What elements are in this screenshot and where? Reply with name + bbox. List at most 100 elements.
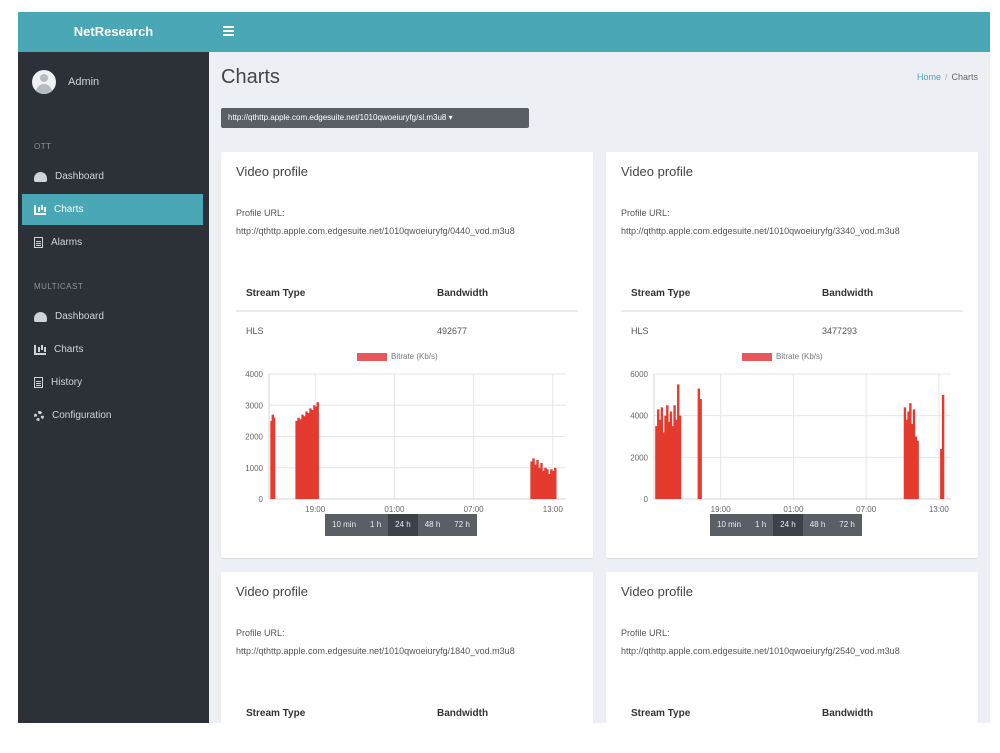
avatar (32, 70, 56, 94)
range-button-10min[interactable]: 10 min (710, 514, 749, 536)
table-row: HLS 492677 (236, 311, 578, 350)
sidebar-item-multicast-configuration[interactable]: Configuration (18, 400, 209, 431)
card-title: Video profile (621, 584, 694, 599)
sidebar-item-multicast-dashboard[interactable]: Dashboard (18, 301, 209, 332)
bitrate-bar (536, 459, 539, 499)
col-header-bandwidth: Bandwidth (812, 276, 963, 312)
sidebar-item-label: Alarms (51, 237, 83, 248)
col-header-bandwidth: Bandwidth (427, 696, 578, 723)
bitrate-bar (542, 470, 545, 499)
bitrate-bar (532, 458, 535, 499)
bitrate-bar (940, 449, 943, 499)
breadcrumb-separator: / (944, 72, 948, 82)
bitrate-bar (299, 419, 302, 499)
bitrate-bar (907, 411, 910, 499)
y-tick-label: 1000 (245, 464, 263, 473)
y-tick-label: 4000 (630, 412, 648, 421)
bar-chart-icon (34, 204, 46, 215)
sidebar-section-multicast: MULTICAST (34, 282, 84, 291)
bitrate-bar (316, 402, 319, 499)
range-button-24h[interactable]: 24 h (388, 514, 418, 536)
bitrate-bar (270, 420, 273, 499)
dashboard-icon (34, 171, 47, 182)
profile-url-value: http://qthttp.apple.com.edgesuite.net/10… (621, 646, 900, 656)
y-tick-label: 0 (259, 495, 264, 504)
time-range-selector: 10 min 1 h 24 h 48 h 72 h (710, 514, 862, 536)
range-button-10min[interactable]: 10 min (325, 514, 364, 536)
col-header-bandwidth: Bandwidth (427, 276, 578, 312)
bitrate-bar (671, 426, 674, 499)
breadcrumb-current: Charts (951, 72, 978, 82)
bitrate-bar (660, 407, 664, 499)
main-content: Charts Home / Charts http://qthttp.apple.c… (209, 52, 990, 723)
video-profile-card-3: Video profile Profile URL: http://qthttp… (221, 572, 593, 723)
brand-logo[interactable]: NetResearch (18, 12, 209, 52)
range-button-48h[interactable]: 48 h (417, 514, 448, 536)
bitrate-bar (666, 405, 669, 499)
bitrate-bar (307, 413, 310, 499)
profile-url-label: Profile URL: (621, 628, 670, 638)
cell-bandwidth: 492677 (437, 326, 468, 336)
time-range-selector: 10 min 1 h 24 h 48 h 72 h (325, 514, 477, 536)
profile-url-value: http://qthttp.apple.com.edgesuite.net/10… (621, 226, 900, 236)
bitrate-chart-1: 0 1000 2000 3000 4000 19:00 01:00 07:00 13:00 (245, 370, 566, 512)
bitrate-bar (311, 409, 314, 499)
bitrate-bar (916, 440, 919, 499)
profile-url-value: http://qthttp.apple.com.edgesuite.net/10… (236, 226, 515, 236)
sidebar-item-label: Dashboard (55, 171, 104, 182)
range-button-1h[interactable]: 1 h (363, 514, 389, 536)
bitrate-bar (313, 405, 316, 499)
card-title: Video profile (236, 584, 309, 599)
video-profile-card-4: Video profile Profile URL: http://qthttp… (606, 572, 978, 723)
y-tick-label: 4000 (245, 370, 263, 379)
col-header-stream-type: Stream Type (236, 276, 427, 312)
bitrate-bar (699, 399, 702, 499)
bitrate-bar (297, 417, 300, 499)
bitrate-bar (301, 414, 304, 499)
col-header-stream-type: Stream Type (621, 696, 812, 723)
range-button-72h[interactable]: 72 h (832, 514, 862, 536)
user-panel: Admin (18, 52, 209, 112)
bitrate-bar (550, 469, 553, 499)
bitrate-bar (909, 403, 912, 499)
x-tick-label: 01:00 (384, 505, 405, 512)
bar-chart-icon (34, 344, 46, 355)
bitrate-bar (552, 470, 555, 499)
bitrate-bar (554, 467, 557, 499)
stream-url-select[interactable]: http://qthttp.apple.com.edgesuite.net/10… (221, 108, 529, 128)
stream-table: Stream Type Bandwidth HLS 492677 (236, 276, 578, 350)
breadcrumb-home[interactable]: Home (916, 72, 941, 82)
legend-swatch (357, 352, 387, 361)
col-header-stream-type: Stream Type (621, 276, 812, 312)
x-tick-label: 19:00 (711, 505, 732, 512)
bitrate-bar (905, 419, 908, 499)
profile-url-label: Profile URL: (236, 208, 285, 218)
profile-url-label: Profile URL: (236, 628, 285, 638)
bitrate-bar (534, 464, 537, 499)
top-navbar (209, 12, 990, 52)
x-tick-label: 13:00 (929, 505, 950, 512)
range-button-1h[interactable]: 1 h (748, 514, 774, 536)
sidebar-item-ott-alarms[interactable]: Alarms (18, 227, 209, 258)
range-button-48h[interactable]: 48 h (802, 514, 833, 536)
sidebar-item-label: History (51, 377, 83, 388)
sidebar-item-multicast-history[interactable]: History (18, 367, 209, 398)
range-button-72h[interactable]: 72 h (447, 514, 477, 536)
card-title: Video profile (621, 164, 694, 179)
bitrate-bar (303, 416, 306, 499)
profile-url-label: Profile URL: (621, 208, 670, 218)
bitrate-bar (540, 463, 543, 499)
bitrate-bar (544, 467, 547, 499)
sidebar-item-label: Charts (54, 204, 84, 215)
bitrate-bar (903, 407, 907, 499)
sidebar-item-ott-charts[interactable]: Charts (22, 194, 203, 225)
hamburger-icon[interactable] (223, 26, 234, 28)
bitrate-bar (315, 406, 318, 499)
user-name: Admin (68, 76, 100, 88)
sidebar: NetResearch Admin OTT Dashboard Charts A… (18, 12, 209, 723)
bitrate-bar (941, 394, 945, 499)
sidebar-item-ott-dashboard[interactable]: Dashboard (18, 161, 209, 192)
sidebar-item-multicast-charts[interactable]: Charts (18, 334, 209, 365)
range-button-24h[interactable]: 24 h (773, 514, 803, 536)
y-tick-label: 2000 (245, 433, 263, 442)
